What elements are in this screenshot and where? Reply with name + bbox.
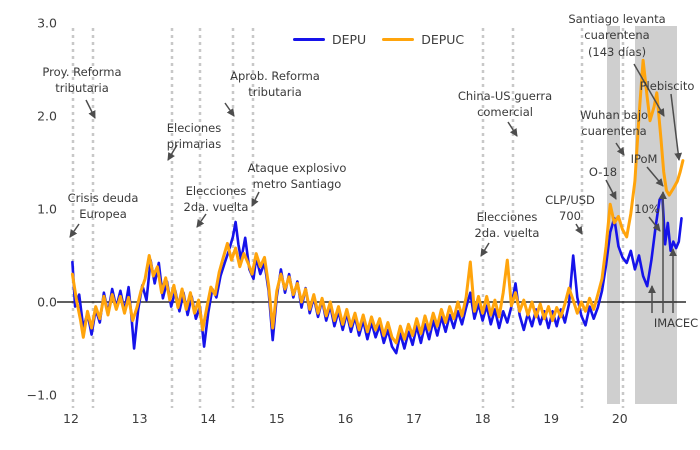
annotation-arrow <box>648 216 661 232</box>
annotation-clp-usd-700: CLP/USD 700 <box>545 193 595 224</box>
x-tick-label: 19 <box>543 411 559 426</box>
depuc-legend-swatch <box>382 37 415 42</box>
annotation-santiago-levanta-cuarentena: Santiago levanta cuarentena (143 días) <box>568 12 666 59</box>
annotation-arrow <box>670 93 683 161</box>
annotation-eleciones-primarias: Eleciones primarias <box>166 121 222 152</box>
y-tick-label: −1.0 <box>27 388 57 403</box>
x-tick-label: 20 <box>612 411 628 426</box>
annotation-elecciones-2da-vuelta-2013: Elecciones 2da. vuelta <box>183 184 249 215</box>
y-tick-label: 2.0 <box>37 109 57 124</box>
annotation-arrow <box>507 121 518 137</box>
annotation-arrow <box>615 142 625 156</box>
annotation-arrow <box>85 99 96 119</box>
annotation-aprob-reforma-tributaria: Aprob. Reforma tributaria <box>230 69 320 100</box>
annotation-china-us-guerra-comercial: China-US guerra comercial <box>457 89 553 120</box>
depuc-legend-label: DEPUC <box>421 32 465 47</box>
annotation-arrow <box>605 179 617 200</box>
annotation-arrow <box>69 223 80 238</box>
annotation-10-percent: 10% <box>634 202 660 216</box>
annotation-imacec: IMACEC <box>653 316 699 330</box>
legend: DEPU DEPUC <box>293 32 464 47</box>
depu-legend-label: DEPU <box>332 32 367 47</box>
depu-line <box>71 193 683 355</box>
annotation-proy-reforma-tributaria: Proy. Reforma tributaria <box>42 65 122 96</box>
y-tick-label: 0.0 <box>37 295 57 310</box>
annotation-arrow <box>480 242 490 257</box>
annotation-plebiscito: Plebiscito <box>639 79 695 93</box>
x-tick-label: 18 <box>475 411 491 426</box>
annotation-wuhan-cuarentena: Wuhan bajo cuarentena <box>579 108 649 139</box>
annotation-arrow <box>167 144 178 161</box>
annotation-arrow <box>196 213 207 228</box>
y-tick-label: 1.0 <box>37 202 57 217</box>
annotation-arrow <box>224 102 235 117</box>
depu-legend-swatch <box>293 37 325 42</box>
annotation-elecciones-2da-vuelta-2017: Elecciones 2da. vuelta <box>474 210 540 241</box>
annotation-crisis-deuda-europea: Crisis deuda Europea <box>67 191 139 222</box>
annotation-ipom: IPoM <box>630 152 658 166</box>
x-tick-label: 17 <box>406 411 422 426</box>
annotation-arrow <box>575 223 583 235</box>
annotation-ataque-metro-santiago: Ataque explosivo metro Santiago <box>247 161 347 192</box>
x-tick-label: 12 <box>63 411 79 426</box>
x-tick-label: 14 <box>200 411 216 426</box>
annotation-arrow <box>251 191 260 207</box>
annotation-arrow <box>633 63 665 117</box>
depuc-line <box>70 58 685 345</box>
x-tick-label: 16 <box>337 411 353 426</box>
x-tick-label: 13 <box>132 411 148 426</box>
annotation-arrow <box>646 166 664 187</box>
x-tick-label: 15 <box>269 411 285 426</box>
y-tick-label: 3.0 <box>37 16 57 31</box>
annotation-o-18: O-18 <box>588 165 618 179</box>
